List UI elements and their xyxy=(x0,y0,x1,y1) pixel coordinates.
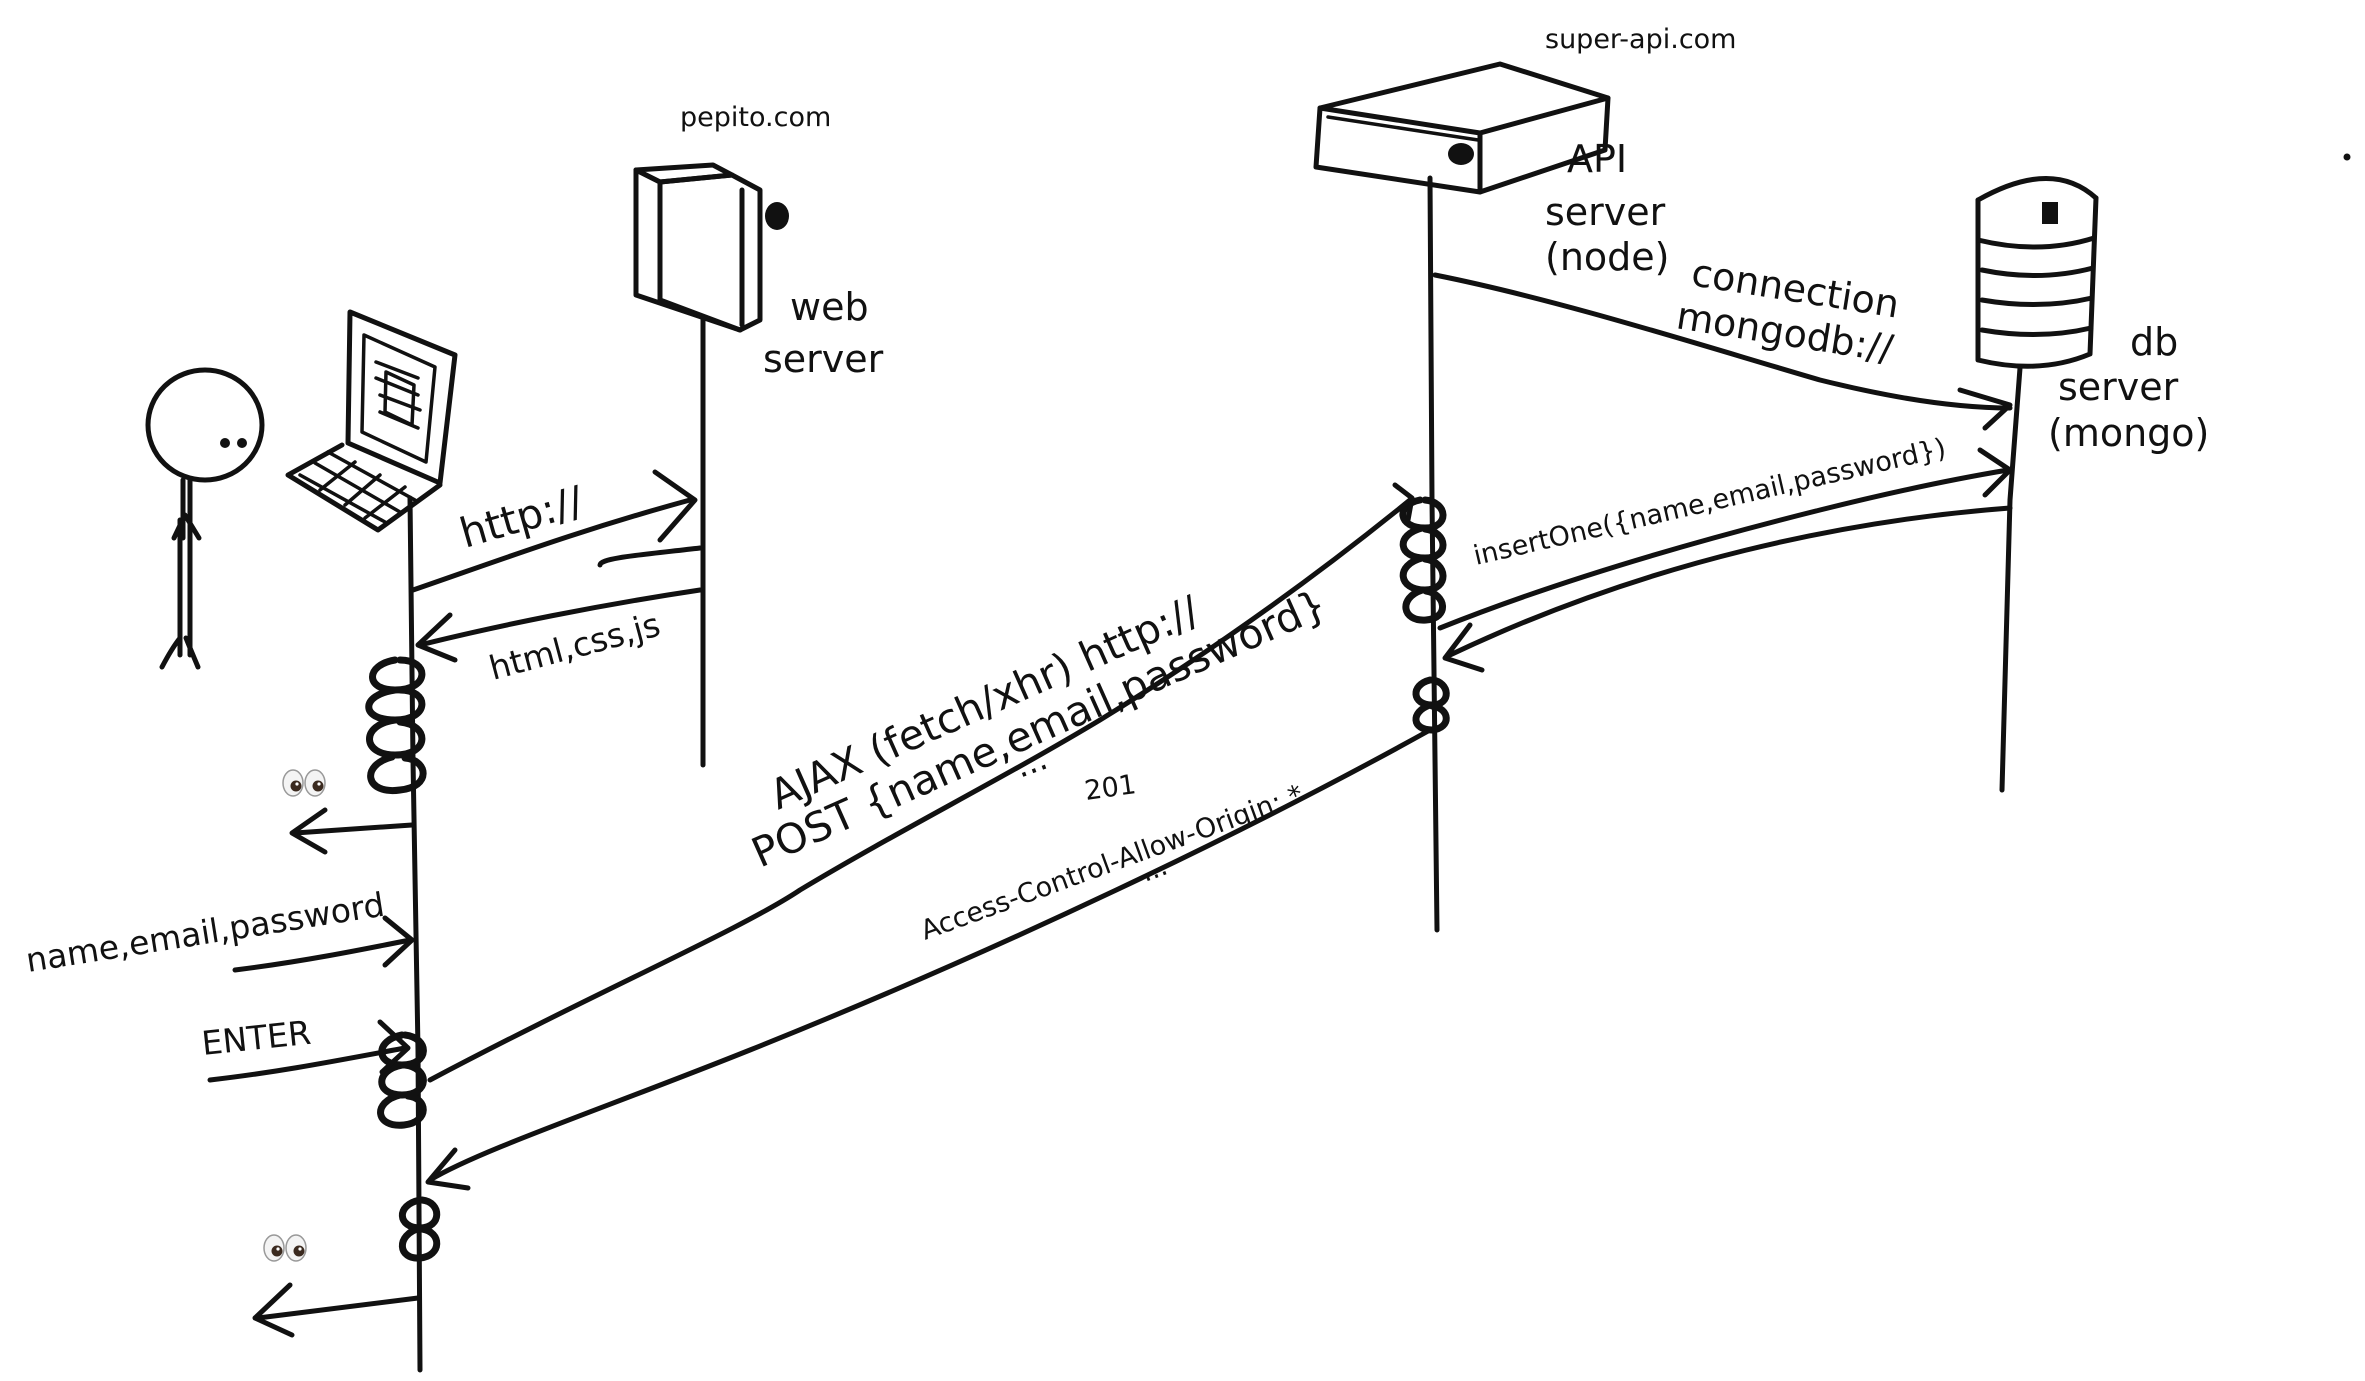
api-server-label-line2: server xyxy=(1545,190,1666,234)
cors-header-label: Access-Control-Allow-Origin: * xyxy=(917,779,1308,946)
server-box-icon xyxy=(1313,61,1611,195)
enter-key-label: ENTER xyxy=(200,1013,313,1063)
browser-activation-3 xyxy=(398,1196,441,1262)
created-status-label: 201 xyxy=(1083,769,1138,807)
created-response-arrow xyxy=(425,727,1433,1191)
web-server-domain: pepito.com xyxy=(680,102,831,133)
enter-key-arrow xyxy=(207,1019,411,1083)
user-input-label: name,email,password xyxy=(23,885,387,980)
ajax-request-arrow xyxy=(427,482,1415,1083)
html-response-label: html,css,js xyxy=(485,605,664,688)
eyes-emoji-icon xyxy=(263,1234,307,1262)
api-activation-1 xyxy=(1399,496,1447,624)
web-server-label-line2: server xyxy=(763,337,884,381)
view-page-arrow-1 xyxy=(289,807,415,855)
html-response-arrow xyxy=(415,587,703,663)
laptop-icon xyxy=(285,309,458,533)
api-server-label-line1: API xyxy=(1567,137,1627,181)
api-server-domain: super-api.com xyxy=(1545,24,1736,55)
db-server-label-line2: server xyxy=(2058,365,2179,409)
database-cylinder-icon xyxy=(1975,176,2099,369)
db-server-lifeline xyxy=(1999,365,2023,793)
db-insert-label: insertOne({name,email,password}) xyxy=(1471,433,1949,572)
db-server-label-line3: (mongo) xyxy=(2048,411,2209,455)
browser-activation-2 xyxy=(377,1031,427,1129)
server-tower-icon xyxy=(633,162,789,333)
db-connection-arrow xyxy=(1432,272,2013,431)
api-activation-2 xyxy=(1412,676,1450,734)
http-request-arrow xyxy=(410,469,703,593)
db-response-arrow xyxy=(1442,505,2013,673)
web-server-label-line1: web xyxy=(790,285,869,329)
browser-activation-1 xyxy=(365,656,427,795)
stick-figure-icon xyxy=(145,367,265,670)
db-insert-arrow xyxy=(1437,447,2013,631)
http-request-label: http:// xyxy=(455,477,589,558)
user-input-arrow xyxy=(232,915,415,973)
eyes-emoji-icon xyxy=(282,769,326,797)
browser-lifeline xyxy=(407,495,423,1373)
view-page-arrow-2 xyxy=(252,1282,421,1338)
stray-dot xyxy=(2343,153,2351,161)
db-server-label-line1: db xyxy=(2130,320,2178,364)
ajax-request-label-line2: POST {name,email,password} xyxy=(745,580,1334,877)
api-server-label-line3: (node) xyxy=(1545,235,1669,279)
